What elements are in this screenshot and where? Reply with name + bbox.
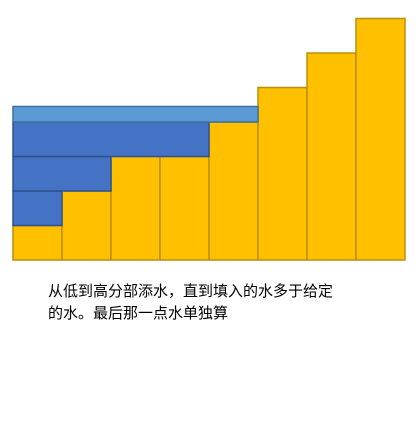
column-bar (61, 190, 112, 261)
caption-line-2: 的水。最后那一点水单独算 (48, 304, 229, 322)
water-filling-diagram (12, 17, 406, 261)
water-group (12, 105, 259, 227)
column-bar (355, 17, 406, 261)
column-bar (208, 121, 259, 261)
caption-line-1: 从低到高分部添水，直到填入的水多于给定 (48, 282, 334, 300)
column-bar (159, 155, 210, 261)
column-bar (306, 52, 357, 261)
water-layer (12, 190, 63, 227)
water-layer (12, 155, 112, 192)
water-layer (12, 121, 210, 158)
column-bar (110, 155, 161, 261)
final-water-layer (12, 105, 259, 123)
column-group (12, 17, 406, 261)
caption: 从低到高分部添水，直到填入的水多于给定 的水。最后那一点水单独算 (48, 280, 388, 324)
column-bar (12, 224, 63, 261)
column-bar (257, 86, 308, 261)
